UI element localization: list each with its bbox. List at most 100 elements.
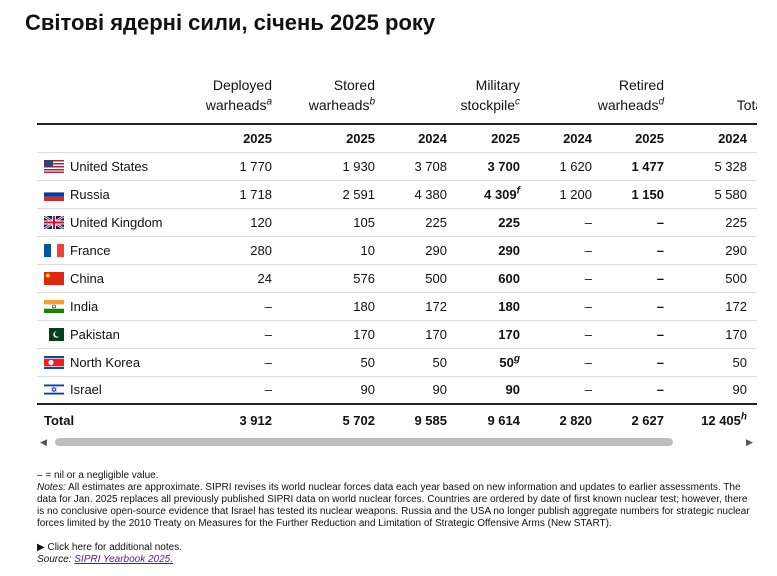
arrow: ▶	[37, 542, 48, 553]
year-row: 2025 2025 2024 2025 2024 2025 2024	[37, 124, 757, 152]
footnote-mark: f	[516, 185, 520, 197]
header-text: Military stockpilec	[440, 75, 520, 115]
cell: 9 585	[414, 412, 447, 428]
spacer	[747, 348, 757, 376]
total-label: Total	[44, 412, 75, 428]
header-row: Deployed warheadsa Stored warheadsb Milita…	[37, 70, 757, 124]
cell: 170	[498, 326, 520, 342]
cell: 24	[257, 270, 272, 286]
country-name: United Kingdom	[70, 214, 163, 230]
spacer	[747, 404, 757, 435]
source-label: Source:	[37, 554, 72, 565]
country-name: Russia	[70, 186, 110, 202]
year: 2025	[491, 130, 520, 146]
spacer	[747, 180, 757, 208]
flag	[44, 299, 64, 313]
flag	[44, 355, 64, 369]
column-header: Retired warheadsd	[520, 70, 664, 124]
cell: –	[656, 298, 664, 314]
cell: –	[656, 354, 664, 370]
cell: 225	[498, 214, 520, 230]
cell: 1 200	[559, 186, 592, 202]
legend: – = nil or a negligible value.	[37, 470, 159, 481]
flag	[44, 271, 64, 285]
column-header: Deployed warheadsa	[192, 70, 272, 124]
notes-label: Notes:	[37, 482, 66, 493]
cell: 576	[353, 270, 375, 286]
cell: –	[656, 242, 664, 258]
data-row: United Kingdom 120 105 225 225 – – 225	[37, 208, 757, 236]
header-text: Deployed warheadsa	[192, 75, 272, 115]
country-name: Israel	[70, 382, 102, 398]
header-label: Deployed warheads	[205, 77, 272, 113]
cell: 225	[425, 214, 447, 230]
cell: 290	[725, 242, 747, 258]
country-name: France	[70, 242, 111, 258]
corner	[37, 124, 192, 152]
footnote-mark: b	[369, 96, 375, 108]
cell: 90	[732, 382, 747, 398]
header-label: Stored warheads	[308, 77, 375, 113]
cell: –	[656, 270, 664, 286]
country-cell: Israel	[37, 376, 192, 404]
year: 2025	[635, 130, 664, 146]
data-row: North Korea –50 50 50g – –50	[37, 348, 757, 376]
cell: –	[584, 214, 592, 230]
header-text: Retired warheadsd	[584, 75, 664, 115]
cell: 105	[353, 214, 375, 230]
cell: 500	[425, 270, 447, 286]
year: 2024	[718, 130, 747, 146]
footnote-mark: g	[513, 353, 520, 365]
cell-value: 50	[499, 354, 514, 370]
flag	[44, 327, 64, 341]
footnote-mark: h	[740, 411, 747, 423]
cell: –	[584, 326, 592, 342]
cell: –	[656, 382, 664, 398]
country-cell: Pakistan	[37, 320, 192, 348]
cell: 290	[425, 242, 447, 258]
data-row: France 280 10 290 290 – – 290	[37, 236, 757, 264]
flag	[44, 187, 64, 201]
source-link[interactable]: SIPRI Yearbook 2025.	[74, 554, 174, 565]
notes: Notes: All estimates are approximate. SI…	[37, 482, 757, 530]
scroll-left[interactable]: ◀	[40, 437, 47, 447]
scroll-thumb[interactable]	[55, 438, 673, 446]
cell: 290	[498, 242, 520, 258]
flag	[44, 159, 64, 173]
cell: –	[264, 326, 272, 342]
year: 2025	[243, 130, 272, 146]
spacer	[747, 292, 757, 320]
cell: 1 150	[631, 186, 664, 202]
scrollbar[interactable]: ◀ ▶	[37, 436, 757, 448]
header-label: Retired warheads	[597, 77, 664, 113]
spacer	[747, 236, 757, 264]
cell: 50g	[447, 348, 520, 376]
cell: –	[264, 354, 272, 370]
flag	[44, 243, 64, 257]
header-text: Total inventory	[737, 97, 757, 113]
spacer	[747, 376, 757, 404]
more-notes[interactable]: ▶ Click here for additional notes.	[37, 542, 757, 554]
data-row: Russia 1 718 2 591 4 380 4 309f 1 200 1 150 5 5…	[37, 180, 757, 208]
cell: 90	[432, 382, 447, 398]
cell: 170	[725, 326, 747, 342]
cell: 50	[360, 354, 375, 370]
year: 2024	[563, 130, 592, 146]
cell: 50	[732, 354, 747, 370]
cell: –	[584, 242, 592, 258]
country-cell: China	[37, 264, 192, 292]
notes-text: All estimates are approximate. SIPRI rev…	[37, 482, 750, 529]
country-cell: France	[37, 236, 192, 264]
scroll-right[interactable]: ▶	[746, 437, 753, 447]
cell: –	[656, 214, 664, 230]
country-name: North Korea	[70, 354, 141, 370]
cell: 4 309f	[447, 180, 520, 208]
cell: 5 702	[342, 412, 375, 428]
cell: –	[584, 354, 592, 370]
cell: –	[584, 298, 592, 314]
flag	[43, 214, 65, 230]
cell: 172	[725, 298, 747, 314]
cell: 3 700	[487, 158, 520, 174]
column-header: Total inventory	[664, 70, 757, 124]
more-text[interactable]: Click here for additional notes.	[47, 542, 182, 553]
